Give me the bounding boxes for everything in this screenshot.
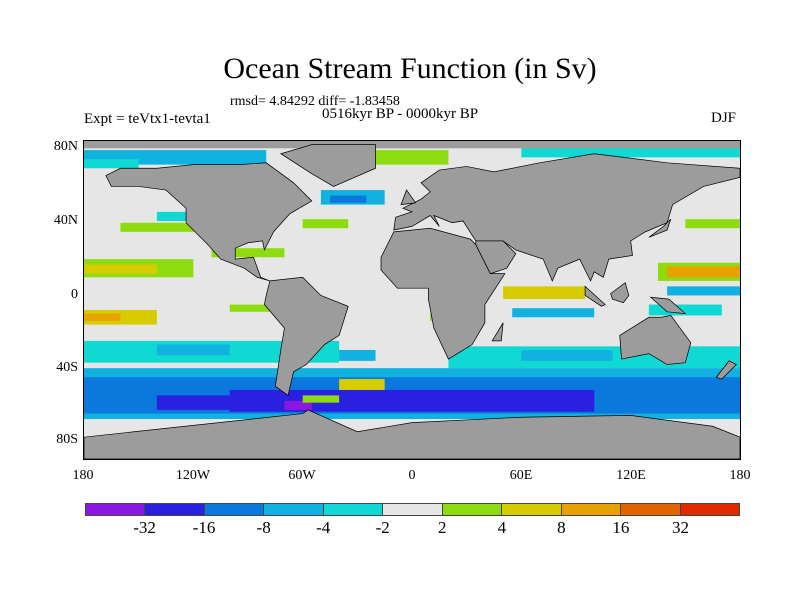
africa: [380, 227, 506, 360]
uk: [400, 189, 417, 206]
colorbar-swatch: [383, 504, 443, 515]
colorbar-swatch: [264, 504, 324, 515]
colorbar-label: -8: [256, 518, 271, 537]
south-america: [264, 276, 349, 397]
plot-title: Ocean Stream Function (in Sv): [223, 52, 597, 85]
colorbar-label: 2: [438, 518, 447, 537]
colorbar-swatch: [204, 504, 265, 515]
lat-label: 40S: [56, 360, 78, 375]
new-guinea: [649, 296, 687, 315]
lon-label: 60E: [509, 468, 533, 483]
borneo: [610, 282, 630, 304]
colorbar-swatch: [561, 504, 622, 515]
lon-label: 0: [408, 468, 416, 483]
greenland: [279, 144, 376, 187]
sumatra: [584, 285, 606, 307]
colorbar-label: -32: [133, 518, 156, 537]
lat-label: 80S: [56, 432, 78, 447]
lat-label: 0: [71, 287, 78, 302]
land-mask: [84, 141, 740, 459]
experiment-label: Expt = teVtx1-tevta1: [84, 111, 211, 127]
colorbar-swatch: [86, 504, 146, 515]
colorbar-label: 16: [612, 518, 630, 537]
north-america: [105, 162, 313, 282]
colorbar-label: 4: [497, 518, 507, 537]
colorbar-label: -2: [375, 518, 390, 537]
stream-function-map: [83, 140, 741, 460]
colorbar-label: -4: [316, 518, 331, 537]
stats-text: rmsd= 4.84292 diff= -1.83458: [230, 94, 400, 109]
australia: [619, 315, 692, 365]
colorbar-swatch: [145, 504, 205, 515]
colorbar-label: -16: [192, 518, 216, 537]
new-zealand: [715, 360, 737, 380]
colorbar-swatch: [621, 504, 681, 515]
colorbar-label: 32: [671, 518, 689, 537]
colorbar-swatch: [502, 504, 562, 515]
colorbar: [85, 503, 740, 516]
japan: [648, 218, 672, 238]
lon-label: 60W: [288, 468, 316, 483]
colorbar-swatch: [442, 504, 503, 515]
madagascar: [491, 322, 504, 342]
colorbar-label: 8: [557, 518, 566, 537]
arabia: [475, 240, 517, 275]
lon-label: 180: [729, 468, 751, 483]
lat-label: 80N: [53, 139, 78, 154]
colorbar-swatch: [680, 504, 739, 515]
eurasia: [393, 153, 740, 282]
period-label: 0516kyr BP - 0000kyr BP: [322, 106, 479, 122]
lat-label: 40N: [53, 213, 78, 228]
lon-label: 120W: [175, 468, 211, 483]
lon-label: 120E: [616, 468, 646, 483]
lon-label: 180: [72, 468, 94, 483]
season-label: DJF: [711, 110, 737, 126]
colorbar-swatch: [323, 504, 384, 515]
antarctica: [84, 409, 740, 459]
